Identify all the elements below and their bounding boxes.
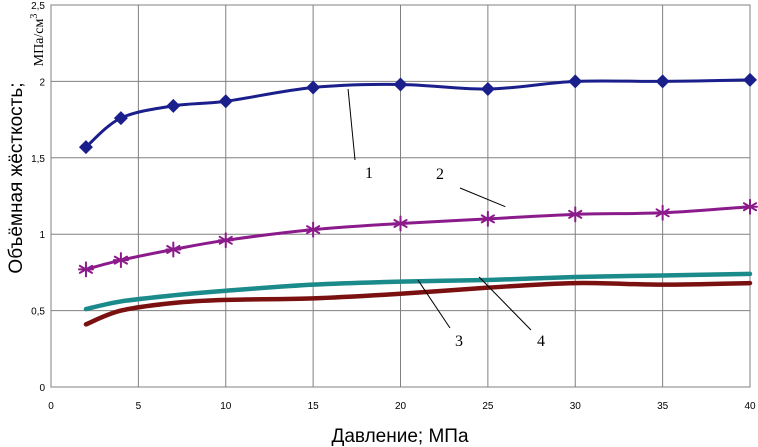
series-1-point-6 bbox=[480, 82, 495, 97]
series-2-point-7 bbox=[567, 206, 584, 223]
y-tick-label-1: 0,5 bbox=[31, 307, 45, 318]
series-2-point-2 bbox=[165, 241, 182, 258]
gridlines bbox=[51, 4, 751, 387]
callout-line-4 bbox=[478, 276, 532, 331]
series-2-point-6 bbox=[479, 210, 496, 227]
callout-line-2 bbox=[459, 187, 506, 208]
x-tick-label-0: 0 bbox=[48, 401, 54, 412]
series-1-point-8 bbox=[655, 74, 670, 89]
series-2-point-9 bbox=[742, 198, 758, 215]
series-1-point-0 bbox=[78, 140, 93, 155]
x-tick-label-8: 40 bbox=[744, 401, 756, 412]
y-tick-label-0: 0 bbox=[39, 383, 45, 394]
x-tick-label-3: 15 bbox=[308, 401, 320, 412]
series-2-line bbox=[84, 205, 752, 271]
series-2-point-0 bbox=[77, 261, 94, 278]
series-1 bbox=[78, 72, 757, 155]
callout-line-1 bbox=[347, 88, 356, 161]
callout-label-2: 2 bbox=[436, 166, 444, 183]
x-tick-label-4: 20 bbox=[395, 401, 407, 412]
y-axis-unit: МПа/см3 bbox=[29, 14, 47, 67]
x-axis-label: Давление; МПа bbox=[331, 426, 468, 447]
y-tick-label-5: 2,5 bbox=[31, 1, 45, 12]
series-1-point-3 bbox=[218, 94, 233, 109]
series-4 bbox=[83, 280, 753, 327]
series-2-point-8 bbox=[654, 204, 671, 221]
callout-layer: 1 2 3 4 bbox=[347, 88, 545, 350]
series-3 bbox=[83, 271, 753, 312]
series-2-point-4 bbox=[305, 221, 322, 238]
series-2-point-3 bbox=[217, 232, 234, 249]
series-1-point-5 bbox=[393, 77, 408, 92]
callout-label-4: 4 bbox=[537, 333, 545, 350]
y-axis-unit-text: МПа/см bbox=[32, 18, 47, 66]
series-4-line bbox=[83, 280, 753, 327]
series-1-point-4 bbox=[306, 80, 321, 95]
x-tick-label-5: 25 bbox=[482, 401, 494, 412]
y-axis-unit-exponent: 3 bbox=[29, 14, 40, 19]
y-tick-label-4: 2 bbox=[39, 77, 45, 88]
y-tick-label-2: 1 bbox=[39, 230, 45, 241]
x-tick-label-2: 10 bbox=[220, 401, 232, 412]
x-tick-label-1: 5 bbox=[136, 401, 142, 412]
series-1-point-2 bbox=[166, 98, 181, 113]
series-1-line bbox=[84, 78, 752, 149]
x-tick-label-6: 30 bbox=[570, 401, 582, 412]
series-1-point-7 bbox=[568, 74, 583, 89]
series-1-point-1 bbox=[113, 111, 128, 126]
y-axis-label: Объёмная жёсткость; bbox=[6, 82, 27, 273]
series-1-point-9 bbox=[743, 72, 757, 87]
series-2-point-5 bbox=[392, 215, 409, 232]
series-layer bbox=[77, 72, 758, 327]
callout-label-1: 1 bbox=[365, 165, 373, 182]
y-tick-label-3: 1,5 bbox=[31, 154, 45, 165]
series-3-line bbox=[83, 271, 753, 312]
tick-labels: 0 5 10 15 20 25 30 35 40 0 0,5 1 1,5 2 2,5 bbox=[31, 1, 756, 412]
callout-label-3: 3 bbox=[455, 333, 463, 350]
callout-line-3 bbox=[417, 279, 451, 329]
series-2 bbox=[77, 198, 758, 278]
series-2-point-1 bbox=[112, 252, 129, 269]
x-tick-label-7: 35 bbox=[657, 401, 669, 412]
